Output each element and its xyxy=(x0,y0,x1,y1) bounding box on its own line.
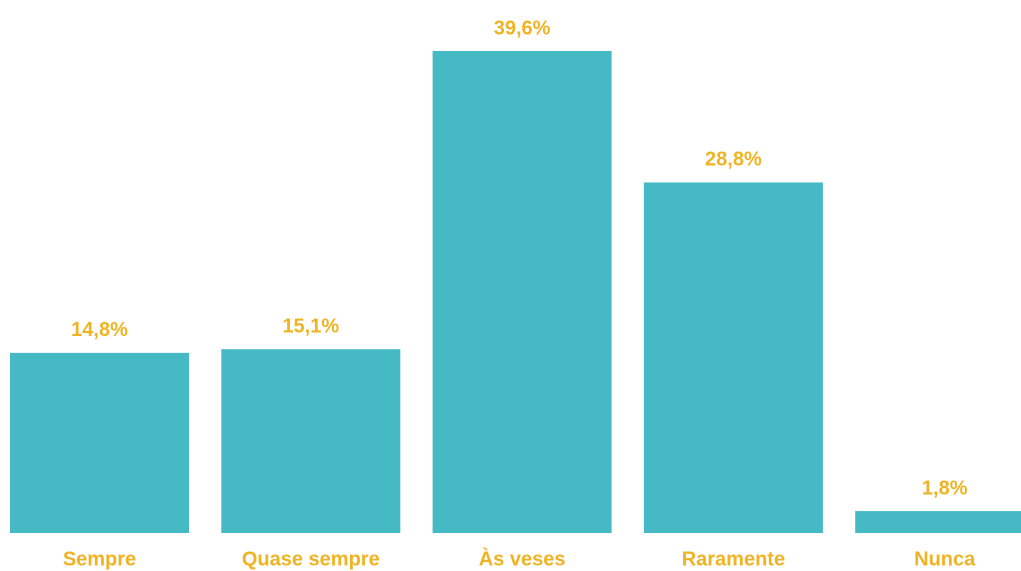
data-label: 28,8% xyxy=(705,149,762,171)
data-label: 39,6% xyxy=(494,17,551,39)
data-label: 1,8% xyxy=(922,477,968,499)
x-tick-label: Quase sempre xyxy=(242,548,380,570)
data-label: 15,1% xyxy=(282,315,339,337)
bar xyxy=(221,349,401,533)
bar xyxy=(643,182,823,534)
bar xyxy=(10,352,189,533)
x-tick-label: Às veses xyxy=(479,547,566,570)
x-tick-label: Sempre xyxy=(63,548,136,570)
x-tick-label: Raramente xyxy=(682,548,785,570)
data-label: 14,8% xyxy=(71,319,128,341)
x-tick-label: Nunca xyxy=(914,548,976,570)
bar xyxy=(855,511,1021,533)
bar xyxy=(432,51,612,533)
